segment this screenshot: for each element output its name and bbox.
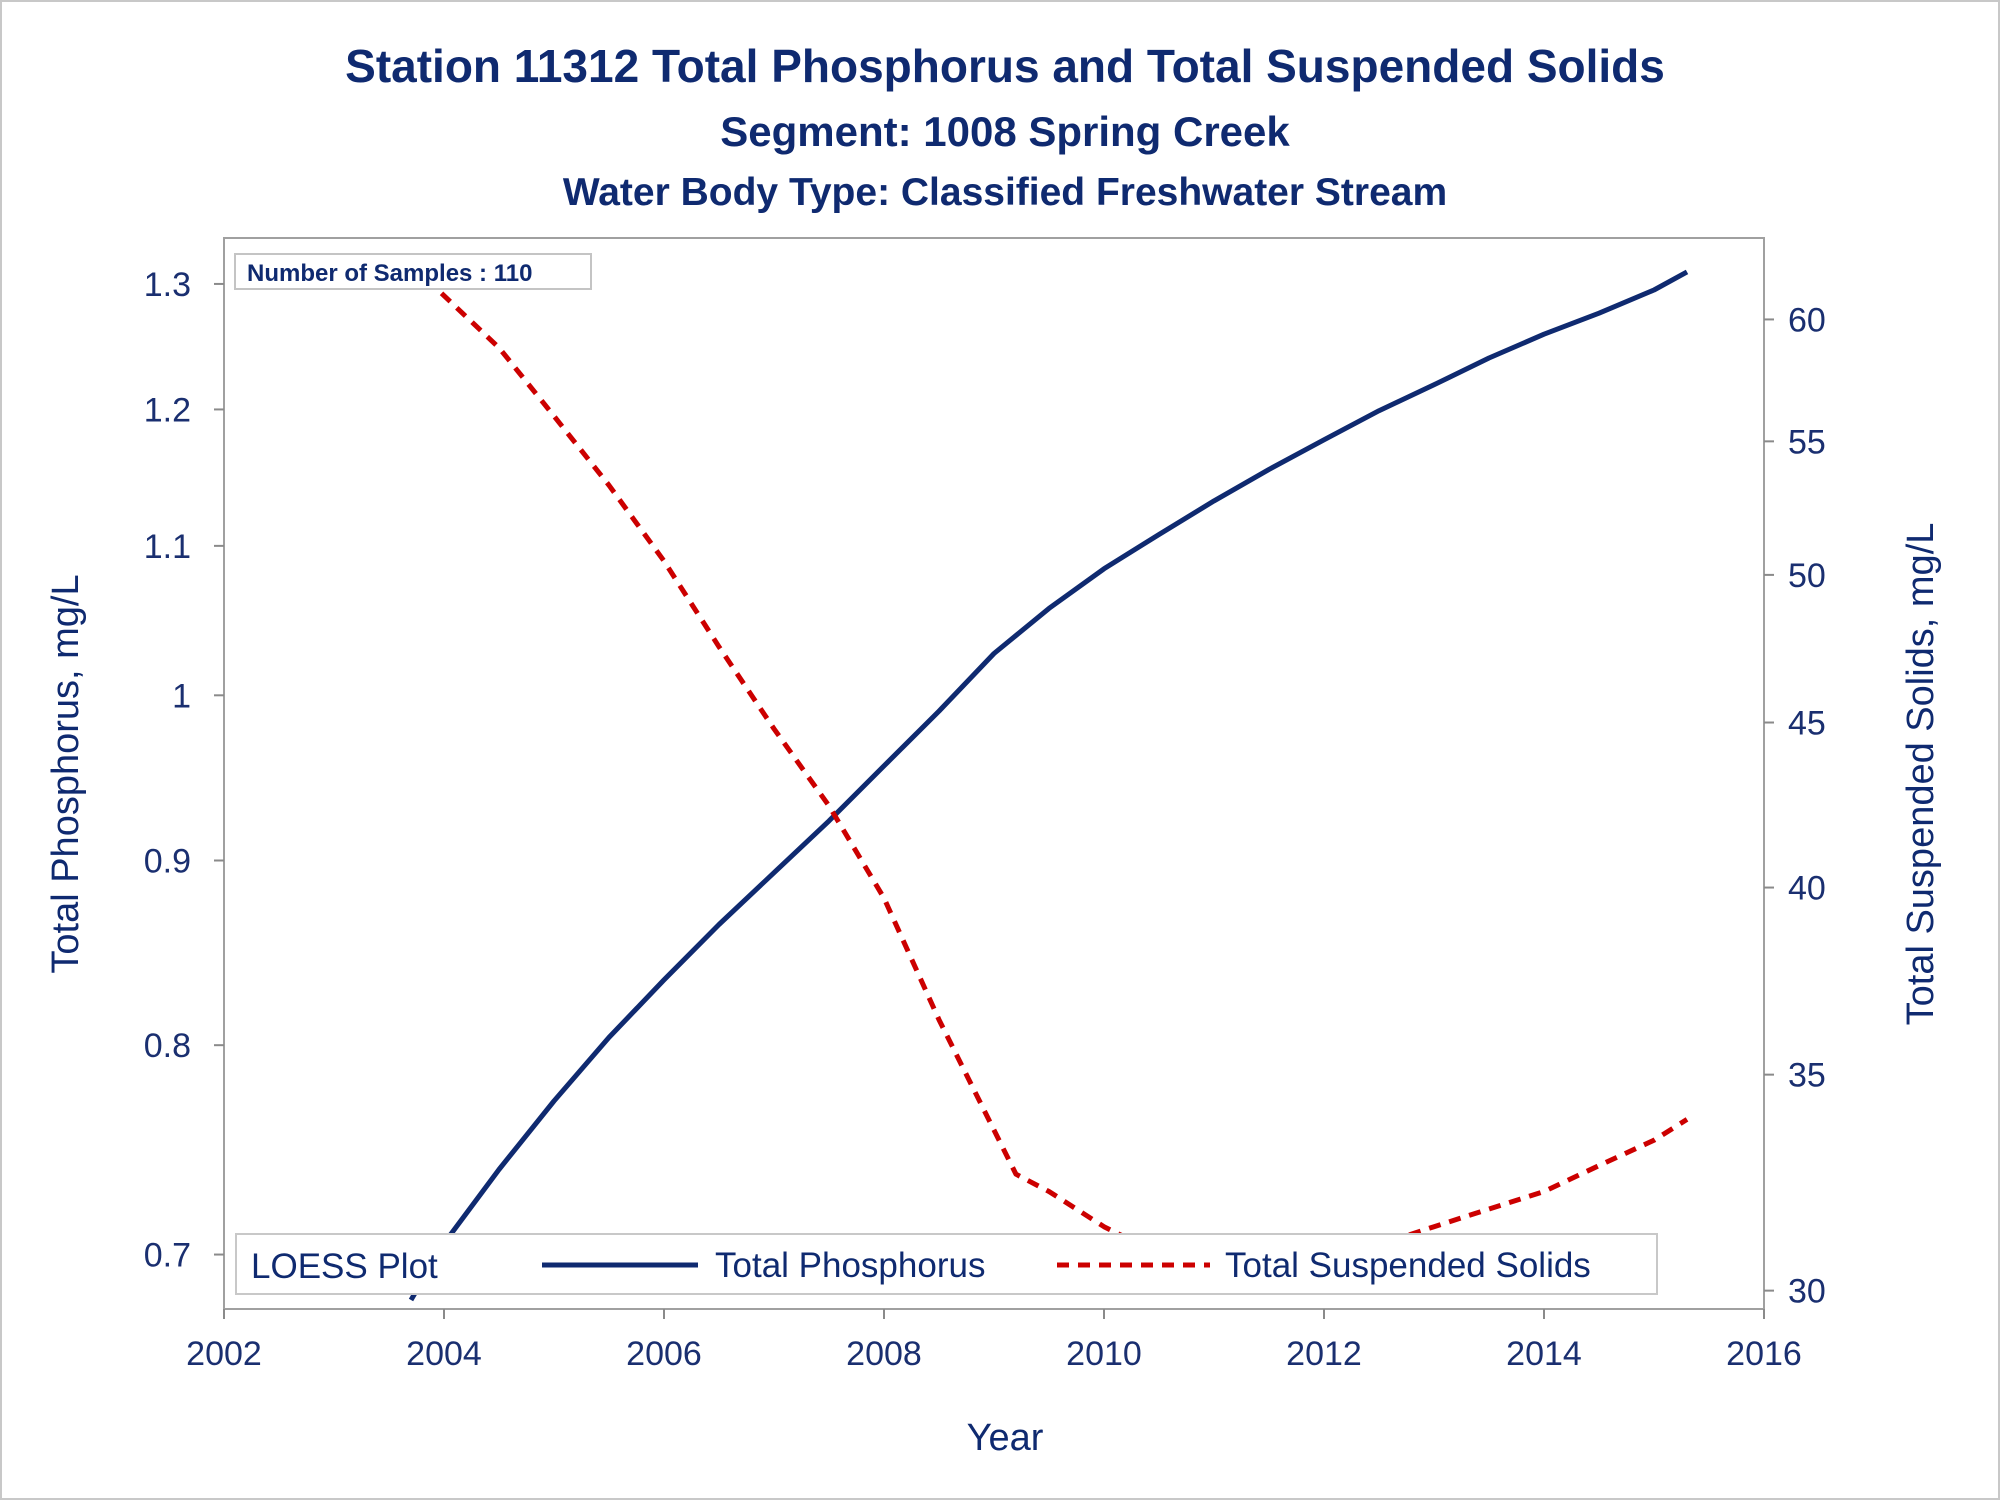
x-tick-label: 2016 [1726, 1335, 1802, 1373]
y-right-tick-label: 30 [1788, 1273, 1826, 1311]
chart-subtitle-2: Water Body Type: Classified Freshwater S… [563, 171, 1447, 214]
y-right-tick-label: 60 [1788, 301, 1826, 339]
y-right-tick-label: 50 [1788, 557, 1826, 595]
legend-label-phosphorus: Total Phosphorus [715, 1246, 985, 1285]
y-right-tick-label: 45 [1788, 705, 1826, 743]
x-tick-label: 2012 [1286, 1335, 1362, 1373]
sample-count-text: Number of Samples : 110 [247, 260, 532, 287]
x-axis: 2002 2004 2006 2008 2010 2012 2014 2016 [186, 1309, 1802, 1373]
x-tick-label: 2010 [1066, 1335, 1142, 1373]
legend-title: LOESS Plot [251, 1247, 438, 1286]
y-axis-left: 0.7 0.8 0.9 1 1.1 1.2 1.3 [144, 266, 224, 1275]
x-tick-label: 2014 [1506, 1335, 1582, 1373]
y-left-tick-label: 1.2 [144, 391, 191, 429]
series-line-total-phosphorus [408, 269, 1689, 1302]
legend-label-suspended-solids: Total Suspended Solids [1225, 1246, 1591, 1285]
y-left-tick-label: 0.8 [144, 1027, 191, 1065]
y-right-tick-label: 40 [1788, 870, 1826, 908]
series-layer [408, 262, 1689, 1302]
plot-area [223, 237, 1765, 1310]
y-left-tick-label: 0.9 [144, 843, 191, 881]
y-right-tick-label: 55 [1788, 423, 1826, 461]
series-line-total-suspended-solids [409, 262, 1689, 1289]
chart-title: Station 11312 Total Phosphorus and Total… [345, 40, 1665, 92]
sample-count-box [234, 253, 592, 290]
x-tick-label: 2008 [846, 1335, 922, 1373]
x-tick-label: 2004 [406, 1335, 482, 1373]
chart-subtitle: Segment: 1008 Spring Creek [720, 108, 1290, 155]
x-tick-label: 2006 [626, 1335, 702, 1373]
y-left-tick-label: 1.1 [144, 528, 191, 566]
y-left-tick-label: 1.3 [144, 266, 191, 304]
x-tick-label: 2002 [186, 1335, 262, 1373]
legend-box [235, 1233, 1658, 1295]
y-right-tick-label: 35 [1788, 1057, 1826, 1095]
y-axis-right-label: Total Suspended Solids, mg/L [1900, 523, 1942, 1026]
y-axis-left-label: Total Phosphorus, mg/L [45, 574, 87, 973]
legend: LOESS Plot Total Phosphorus Total Suspen… [235, 1233, 1658, 1295]
y-left-tick-label: 0.7 [144, 1237, 191, 1275]
x-axis-label: Year [967, 1417, 1044, 1459]
y-axis-right: 30 35 40 45 50 55 60 [1764, 301, 1826, 1311]
y-left-tick-label: 1 [172, 677, 191, 715]
